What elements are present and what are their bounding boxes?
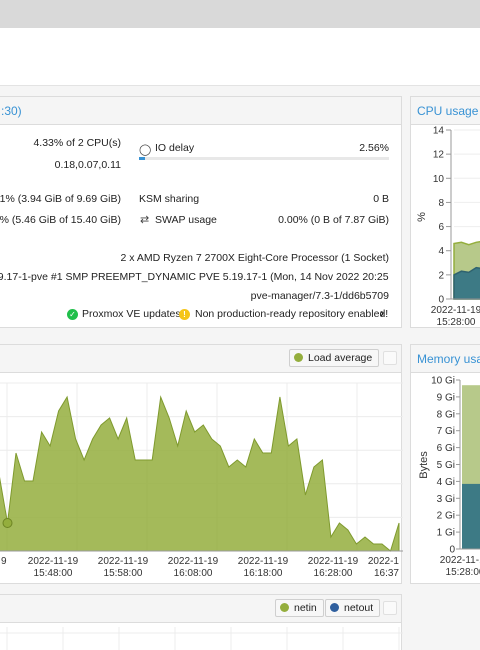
- warning-icon: !: [179, 309, 190, 320]
- memory-usage-panel: Memory usa Bytes 10 Gi 9 Gi 8 Gi 7 Gi 6 Gi 5 G…: [410, 344, 480, 584]
- memory-y-tick-label: 5 Gi: [437, 460, 455, 471]
- load-x-tick-time: 16:18:00: [244, 568, 283, 579]
- memory-y-tick-label: 2 Gi: [437, 511, 455, 522]
- io-delay-value: 2.56%: [359, 142, 389, 154]
- chart-toggle-button[interactable]: [383, 351, 397, 365]
- check-circle-icon: ✓: [67, 309, 78, 320]
- cpu-y-tick-label: 10: [433, 174, 445, 185]
- legend-load-average-swatch: [294, 353, 303, 362]
- cpu-usage-panel: CPU usage % 14 12 10 8 6 4 2 0 2022-11-19 15:28:00: [410, 96, 480, 328]
- load-x-tick-date: 2022-11-19: [98, 556, 149, 567]
- cpu-y-tick-label: 0: [438, 295, 444, 306]
- cpu-y-tick-label: 4: [438, 246, 444, 257]
- cpu-x-tick-time: 15:28:00: [437, 317, 476, 328]
- swap-usage-value: 0.00% (0 B of 7.87 GiB): [278, 214, 389, 226]
- cpu-model-value: 2 x AMD Ryzen 7 2700X Eight-Core Process…: [120, 252, 389, 264]
- memory-y-tick-label: 0: [449, 545, 455, 556]
- load-x-tick-time: 15:48:00: [34, 568, 73, 579]
- cpu-panel-header: CPU usage: [411, 97, 480, 125]
- load-x-tick-time: 15:58:00: [104, 568, 143, 579]
- swap-icon: ⇄: [140, 214, 150, 226]
- network-panel-header: netin netout: [0, 595, 401, 623]
- io-delay-label: IO delay: [155, 142, 195, 154]
- memory-y-tick-label: 9 Gi: [437, 392, 455, 403]
- load-x-tick-time: 16:28:00: [314, 568, 353, 579]
- memory-x-tick-time: 15:28:00: [446, 567, 480, 578]
- toolbar: [0, 28, 480, 86]
- cpu-y-tick-label: 14: [433, 126, 445, 137]
- status-panel-header: :30): [0, 97, 401, 125]
- memory-usage-chart: Bytes 10 Gi 9 Gi 8 Gi 7 Gi 6 Gi 5 Gi 4 Gi 3 Gi 2 …: [418, 376, 480, 578]
- network-traffic-panel: netin netout: [0, 594, 403, 650]
- legend-load-average[interactable]: Load average: [289, 349, 380, 367]
- memory-y-axis-label: Bytes: [418, 451, 430, 479]
- load-average-area: [0, 395, 400, 552]
- legend-netout-swatch: [330, 603, 339, 612]
- load-x-tick-date: 9: [1, 556, 7, 567]
- memory-panel-header: Memory usa: [411, 345, 480, 373]
- load-average-panel: Load average 9 2022-11-19 15:48:00 2022-11-…: [0, 344, 403, 584]
- memory-y-tick-label: 1 Gi: [437, 528, 455, 539]
- legend-netin-swatch: [280, 603, 289, 612]
- memory-y-tick-label: 10 Gi: [431, 376, 455, 387]
- legend-netin-label: netin: [294, 602, 317, 614]
- memory-y-tick-label: 4 Gi: [437, 477, 455, 488]
- io-delay-icon: ◯: [139, 144, 152, 156]
- legend-load-average-label: Load average: [308, 352, 373, 364]
- memory-x-tick-date: 2022-11-19: [440, 555, 480, 566]
- load-average-chart: 9 2022-11-1915:48:002022-11-1915:58:00202…: [0, 382, 403, 579]
- network-toggle-button[interactable]: [383, 601, 397, 615]
- memory-y-tick-label: 8 Gi: [437, 409, 455, 420]
- network-traffic-chart: [0, 627, 403, 650]
- memory-y-tick-label: 6 Gi: [437, 443, 455, 454]
- load-average-value: 0.18,0.07,0.11: [54, 159, 121, 171]
- pve-manager-version: pve-manager/7.3-1/dd6b5709: [250, 290, 389, 302]
- pve-updates-link[interactable]: Proxmox VE updates: [82, 308, 181, 320]
- io-delay-progress-bar: [139, 157, 389, 160]
- load-x-tick-date: 2022-11-19: [238, 556, 289, 567]
- load-x-tick-date: 2022-11-19: [308, 556, 359, 567]
- load-x-tick-time: 16:37: [374, 568, 399, 579]
- status-panel: :30) 4.33% of 2 CPU(s) 0.18,0.07,0.11 ◯ …: [0, 96, 402, 328]
- load-average-point: [2, 518, 13, 528]
- legend-netout-label: netout: [344, 602, 374, 614]
- cpu-panel-title: CPU usage: [417, 104, 479, 118]
- top-header-bar: [0, 0, 480, 28]
- load-panel-header: Load average: [0, 345, 401, 373]
- swap-usage-label: SWAP usage: [155, 214, 217, 226]
- repository-status-link[interactable]: Non production-ready repository enabled!: [195, 308, 389, 320]
- load-x-tick-date: 2022-11-19: [28, 556, 79, 567]
- status-panel-title: :30): [1, 104, 22, 118]
- cpu-y-tick-label: 2: [438, 270, 444, 281]
- cpu-y-tick-label: 6: [438, 222, 444, 233]
- load-x-tick-date: 2022-1: [368, 556, 400, 567]
- cpu-x-tick-date: 2022-11-19: [431, 305, 480, 316]
- cpu-usage-value: 4.33% of 2 CPU(s): [33, 137, 121, 149]
- kernel-version-value: .19.17-1-pve #1 SMP PREEMPT_DYNAMIC PVE …: [0, 271, 389, 283]
- cpu-y-tick-label: 12: [433, 150, 445, 161]
- legend-netout[interactable]: netout: [325, 599, 381, 617]
- cpu-y-axis-label: %: [416, 212, 428, 222]
- io-delay-area: [453, 266, 480, 300]
- legend-netin[interactable]: netin: [275, 599, 324, 617]
- io-delay-progress-fill: [139, 157, 146, 160]
- ksm-sharing-value: 0 B: [373, 193, 389, 205]
- memory-used-area: [462, 483, 480, 549]
- ksm-sharing-label: KSM sharing: [139, 193, 200, 205]
- chevron-right-icon[interactable]: ›: [380, 306, 384, 320]
- memory-panel-title: Memory usa: [417, 352, 480, 366]
- memory-y-tick-label: 7 Gi: [437, 426, 455, 437]
- ram-usage-value: 61% (3.94 GiB of 9.69 GiB): [0, 193, 121, 205]
- load-x-tick-time: 16:08:00: [174, 568, 213, 579]
- cpu-y-tick-label: 8: [438, 198, 444, 209]
- memory-y-tick-label: 3 Gi: [437, 494, 455, 505]
- hd-space-value: 33% (5.46 GiB of 15.40 GiB): [0, 214, 121, 226]
- load-x-tick-date: 2022-11-19: [168, 556, 219, 567]
